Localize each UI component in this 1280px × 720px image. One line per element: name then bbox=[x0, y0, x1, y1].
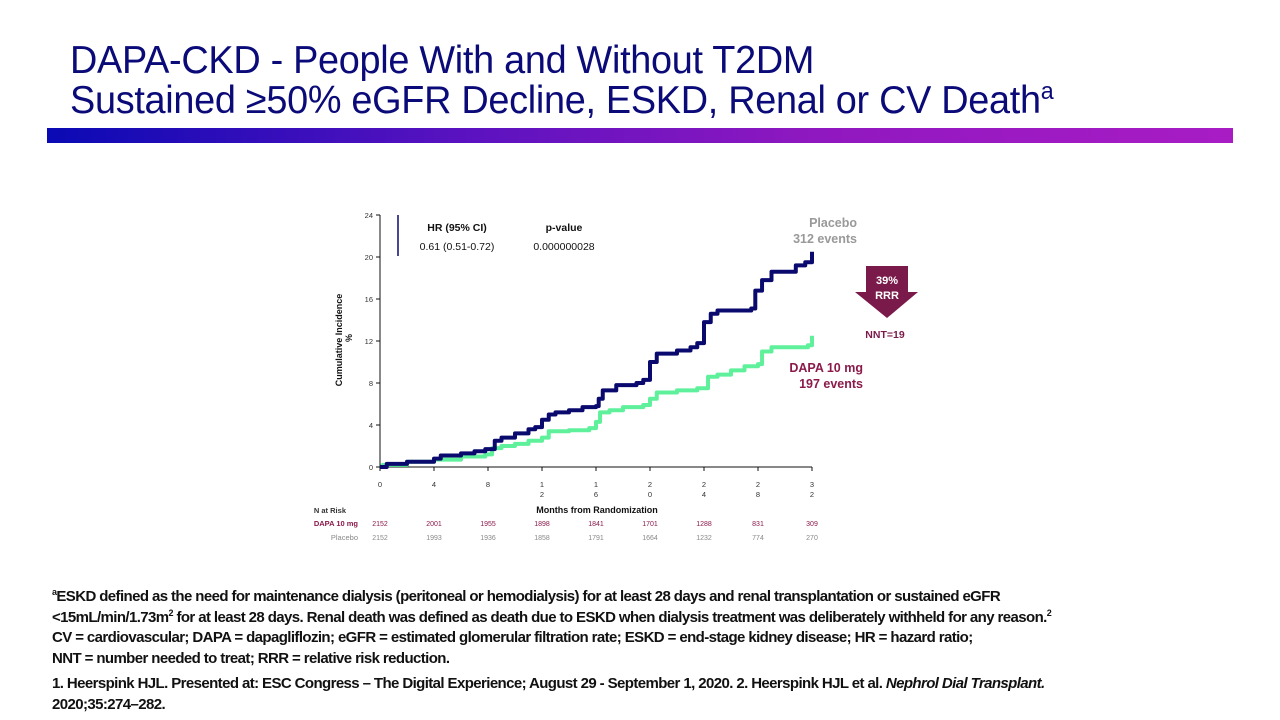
title-gradient-bar bbox=[47, 128, 1233, 143]
risk-table-cell: 270 bbox=[806, 535, 818, 542]
footnote-a-text2a: <15mL/min/1.73m bbox=[52, 608, 169, 626]
title-footnote-marker: a bbox=[1040, 78, 1054, 105]
x-tick-label: 8 bbox=[486, 480, 490, 489]
risk-table-cell: 1858 bbox=[534, 535, 550, 542]
abbreviations-line2: NNT = number needed to treat; RRR = rela… bbox=[52, 649, 450, 667]
title-line2-text: Sustained ≥50% eGFR Decline, ESKD, Renal… bbox=[70, 79, 1041, 122]
footnote-a-marker: a bbox=[52, 587, 57, 597]
risk-table-cell: 2001 bbox=[426, 521, 442, 528]
footnote-a-line1: aESKD defined as the need for maintenanc… bbox=[52, 587, 1252, 608]
dapa-label: DAPA 10 mg bbox=[789, 361, 863, 375]
y-tick-label: 8 bbox=[369, 379, 373, 388]
nnt-label: NNT=19 bbox=[865, 329, 905, 341]
slide-title-line1: DAPA-CKD - People With and Without T2DM bbox=[70, 39, 815, 82]
footnote-squared: 2 bbox=[168, 607, 173, 618]
reference-text: 1. Heerspink HJL. Presented at: ESC Cong… bbox=[52, 675, 886, 692]
x-axis-label: Months from Randomization bbox=[536, 505, 658, 515]
risk-table-cell: 2152 bbox=[372, 535, 388, 542]
hr-header: HR (95% CI) bbox=[427, 222, 487, 234]
risk-table-title: N at Risk bbox=[314, 506, 347, 515]
risk-table-cell: 2152 bbox=[372, 521, 388, 528]
risk-table-cell: 1898 bbox=[534, 521, 550, 528]
risk-table-cell: 774 bbox=[752, 535, 764, 542]
y-tick-label: 20 bbox=[365, 253, 373, 262]
chart-axes: 0 4 8 12 16 20 24 0 4 8 1 2 1 6 2 0 2 4 2 8 3 2 bbox=[365, 211, 814, 499]
risk-table-cell: 1993 bbox=[426, 535, 442, 542]
risk-table-values: 2152 2001 1955 1898 1841 1701 1288 831 309 2152 19… bbox=[372, 521, 818, 542]
rrr-percent: 39% bbox=[876, 275, 898, 287]
risk-table-cell: 1936 bbox=[480, 535, 496, 542]
risk-table-cell: 831 bbox=[752, 521, 764, 528]
references-line1: 1. Heerspink HJL. Presented at: ESC Cong… bbox=[52, 674, 1252, 695]
footnotes: aESKD defined as the need for maintenanc… bbox=[52, 587, 1252, 715]
risk-table-cell: 1664 bbox=[642, 535, 658, 542]
risk-table-cell: 1288 bbox=[696, 521, 712, 528]
abbreviations-line1: CV = cardiovascular; DAPA = dapagliflozi… bbox=[52, 629, 973, 646]
y-tick-label: 4 bbox=[369, 421, 373, 430]
rrr-label: RRR bbox=[875, 290, 899, 302]
slide-title-line2: Sustained ≥50% eGFR Decline, ESKD, Renal… bbox=[70, 78, 1054, 122]
risk-table-cell: 1232 bbox=[696, 535, 712, 542]
risk-row-label-dapa: DAPA 10 mg bbox=[314, 519, 359, 528]
y-tick-label: 24 bbox=[365, 211, 373, 220]
footnote-a-line2: <15mL/min/1.73m2 for at least 28 days. R… bbox=[52, 608, 1252, 629]
p-header: p-value bbox=[546, 222, 583, 234]
hr-value: 0.61 (0.51-0.72) bbox=[420, 241, 495, 253]
risk-table-cell: 1841 bbox=[588, 521, 604, 528]
placebo-curve bbox=[380, 251, 814, 469]
dapa-events: 197 events bbox=[799, 377, 863, 391]
y-tick-label: 12 bbox=[365, 337, 373, 346]
y-tick-label: 0 bbox=[369, 463, 373, 472]
km-chart: 0 4 8 12 16 20 24 0 4 8 1 2 1 6 2 0 2 4 2 8 3 2 HR (95% CI) 0… bbox=[314, 211, 918, 542]
risk-row-label-placebo: Placebo bbox=[331, 533, 358, 542]
risk-table-cell: 1955 bbox=[480, 521, 496, 528]
risk-table-cell: 1791 bbox=[588, 535, 604, 542]
placebo-events: 312 events bbox=[793, 232, 857, 246]
y-axis-unit: % bbox=[344, 334, 354, 342]
y-tick-label: 16 bbox=[365, 295, 373, 304]
references-line2: 2020;35:274–282. bbox=[52, 695, 166, 713]
x-tick-label: 4 bbox=[432, 480, 436, 489]
reference-journal: Nephrol Dial Transplant. bbox=[885, 675, 1045, 692]
placebo-label: Placebo bbox=[809, 216, 857, 230]
footnote-a-text2b: for at least 28 days. Renal death was de… bbox=[172, 608, 1047, 626]
chart-curves bbox=[380, 251, 814, 469]
risk-table-cell: 1701 bbox=[642, 521, 658, 528]
p-value: 0.000000028 bbox=[533, 241, 594, 253]
y-axis-label: Cumulative Incidence bbox=[334, 294, 344, 387]
footnote-a-text1: ESKD defined as the need for maintenance… bbox=[56, 588, 1001, 605]
x-tick-label: 0 bbox=[378, 480, 382, 489]
footnote-ref-marker: 2 bbox=[1046, 607, 1052, 618]
rrr-down-arrow-icon bbox=[855, 266, 918, 318]
risk-table-cell: 309 bbox=[806, 521, 818, 528]
dapa-curve bbox=[380, 335, 814, 469]
